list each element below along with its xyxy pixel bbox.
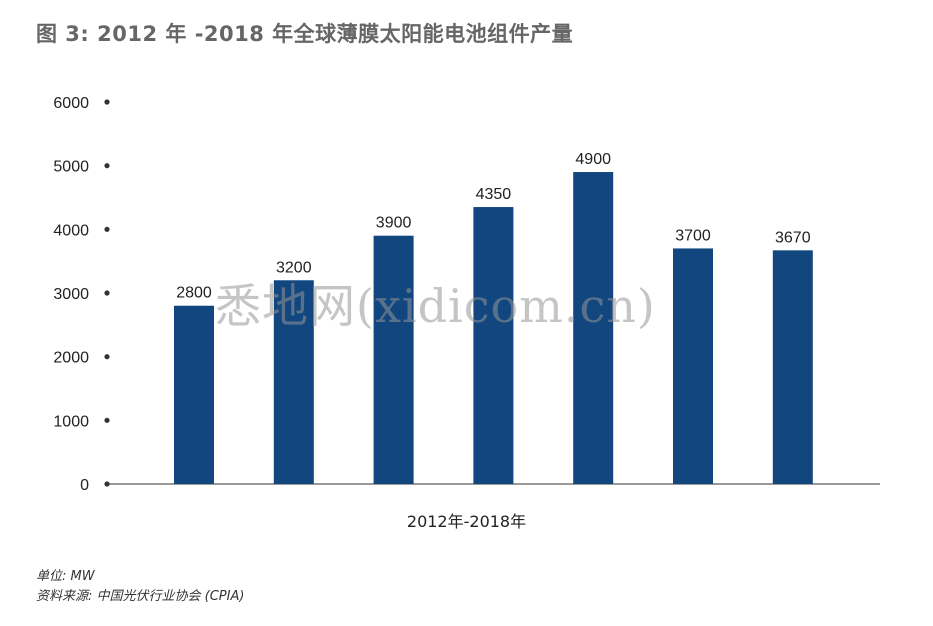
data-label-2014: 3900: [376, 215, 412, 232]
watermark: 悉地网(xidicom.cn): [215, 279, 656, 333]
y-tick-label: 1000: [53, 413, 89, 430]
bar-2018: [772, 250, 813, 484]
x-axis-label: 2012年-2018年: [406, 512, 527, 531]
y-tick-dot: [104, 163, 110, 169]
data-label-2016: 4900: [575, 151, 611, 168]
data-label-2018: 3670: [775, 229, 811, 246]
y-tick-dot: [104, 354, 110, 360]
y-tick-label: 6000: [53, 95, 89, 112]
y-tick-dot: [104, 481, 110, 487]
y-tick-dot: [104, 290, 110, 296]
y-tick-label: 5000: [53, 159, 89, 176]
unit-note: 单位: MW: [36, 569, 95, 584]
bar-2016: [573, 172, 614, 485]
data-label-2012: 2800: [176, 285, 212, 302]
bar-2012: [174, 305, 214, 484]
data-label-2017: 3700: [675, 227, 711, 244]
chart-title: 图 3: 2012 年 -2018 年全球薄膜太阳能电池组件产量: [36, 22, 574, 46]
bar-2017: [673, 248, 713, 484]
bar-2014: [373, 235, 414, 484]
y-tick-dot: [104, 417, 110, 423]
bar-2015: [473, 207, 514, 485]
y-tick-dot: [104, 99, 110, 105]
data-label-2013: 3200: [276, 259, 312, 276]
y-tick-label: 0: [80, 477, 89, 494]
y-tick-label: 2000: [53, 350, 89, 367]
y-tick-label: 3000: [53, 286, 89, 303]
source-note: 资料来源: 中国光伏行业协会 (CPIA): [36, 589, 245, 604]
y-tick-label: 4000: [53, 222, 89, 239]
bar-2013: [273, 280, 314, 484]
data-label-2015: 4350: [476, 186, 512, 203]
y-tick-dot: [104, 226, 110, 232]
